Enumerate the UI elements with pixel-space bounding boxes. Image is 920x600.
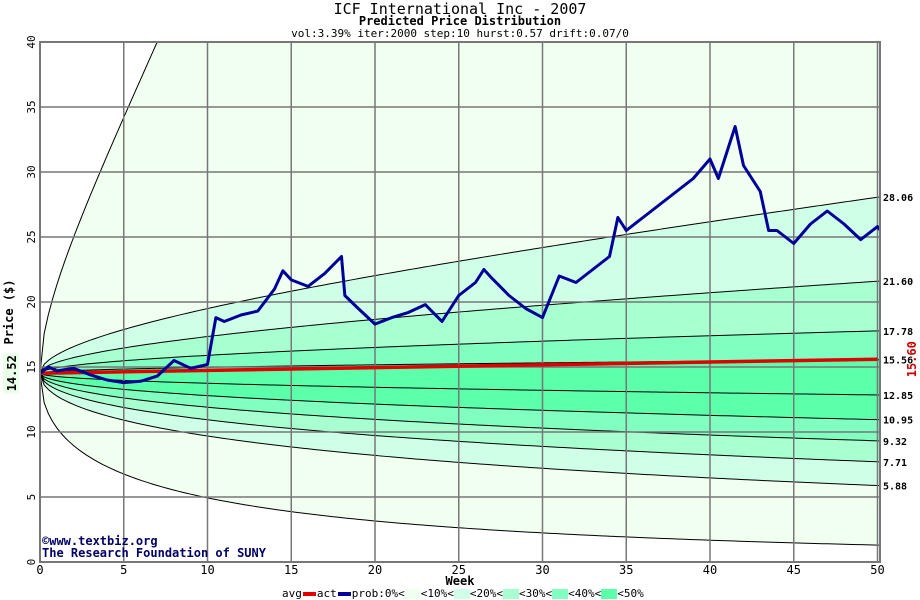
percentile-line xyxy=(40,280,880,374)
legend: avg act prob:0%< <10%< <20%< <30%< <40%<… xyxy=(282,587,644,600)
y-tick-label: 20 xyxy=(25,295,38,308)
y-tick-label: 40 xyxy=(25,35,38,48)
probability-band xyxy=(40,196,880,374)
legend-prob-label: prob:0%< xyxy=(351,587,405,600)
x-tick-label: 20 xyxy=(368,563,382,577)
y-tick-label: 30 xyxy=(25,165,38,178)
end-value-label: 10.95 xyxy=(883,416,913,427)
y-axis-label: Price ($) xyxy=(2,279,16,344)
plot-border xyxy=(39,41,881,563)
x-tick-label: 50 xyxy=(870,563,884,577)
legend-band-swatch xyxy=(601,588,618,599)
x-tick-label: 10 xyxy=(200,563,214,577)
legend-band-swatch xyxy=(552,588,569,599)
legend-band-swatch xyxy=(453,588,470,599)
probability-band xyxy=(40,373,880,441)
chart-subtitle: Predicted Price Distribution xyxy=(358,14,562,28)
x-tick-label: 5 xyxy=(120,563,127,577)
x-axis-label: Week xyxy=(446,574,476,588)
end-value-label: 5.88 xyxy=(883,482,907,493)
start-label-bg xyxy=(3,353,19,394)
probability-band xyxy=(40,42,880,374)
x-tick-label: 0 xyxy=(36,563,43,577)
chart-title: ICF International Inc - 2007 xyxy=(333,0,587,18)
end-value-label: 21.60 xyxy=(883,277,913,288)
x-tick-label: 35 xyxy=(619,563,633,577)
legend-avg-swatch xyxy=(302,591,316,596)
series-group xyxy=(40,125,880,385)
y-tick-label: 0 xyxy=(25,559,38,566)
y-tick-label: 25 xyxy=(25,230,38,243)
legend-act-swatch xyxy=(337,591,351,596)
x-tick-label: 25 xyxy=(452,563,466,577)
chart-params: vol:3.39% iter:2000 step:10 hurst:0.57 d… xyxy=(291,27,629,40)
legend-band-swatch xyxy=(502,588,519,599)
legend-band-label: <50% xyxy=(617,587,644,600)
end-value-label: 15.56 xyxy=(883,356,913,367)
end-value-label: 9.32 xyxy=(883,437,907,448)
end-value-label: 17.78 xyxy=(883,327,913,338)
end-value-label: 7.71 xyxy=(883,458,907,469)
percentile-line xyxy=(40,372,880,396)
copyright-url: ©www.textbiz.org xyxy=(42,534,158,548)
bands-group xyxy=(40,42,880,546)
legend-band-label: <20%< xyxy=(469,587,503,600)
start-price-label: 14.52 xyxy=(5,355,19,391)
y-tick-label: 5 xyxy=(25,494,38,501)
percentile-line xyxy=(40,330,880,374)
probability-band xyxy=(40,373,880,546)
y-tick-label: 35 xyxy=(25,100,38,113)
final-avg-label: 15.60 xyxy=(905,341,919,377)
probability-band xyxy=(40,330,880,374)
legend-avg-label: avg xyxy=(282,587,302,600)
x-tick-label: 30 xyxy=(535,563,549,577)
probability-band xyxy=(40,281,880,374)
y-tick-label: 15 xyxy=(25,360,38,373)
x-tick-label: 15 xyxy=(284,563,298,577)
end-value-label: 28.06 xyxy=(883,193,913,204)
probability-band xyxy=(40,373,880,462)
end-value-label: 12.85 xyxy=(883,391,913,402)
copyright-org: The Research Foundation of SUNY xyxy=(42,546,267,560)
x-tick-label: 45 xyxy=(787,563,801,577)
legend-band-swatch xyxy=(404,588,421,599)
legend-band-label: <40%< xyxy=(568,587,602,600)
avg-line xyxy=(40,357,878,375)
y-tick-label: 10 xyxy=(25,425,38,438)
legend-band-label: <10%< xyxy=(420,587,454,600)
percentile-line xyxy=(40,196,880,374)
x-tick-label: 40 xyxy=(703,563,717,577)
percentile-line xyxy=(40,372,880,421)
percentile-line xyxy=(40,373,880,463)
legend-act-label: act xyxy=(316,587,337,600)
probability-band xyxy=(40,373,880,486)
percentile-line xyxy=(40,373,880,546)
actual-price-line xyxy=(40,125,880,385)
percentile-line xyxy=(40,372,880,442)
legend-band-label: <30%< xyxy=(518,587,553,600)
